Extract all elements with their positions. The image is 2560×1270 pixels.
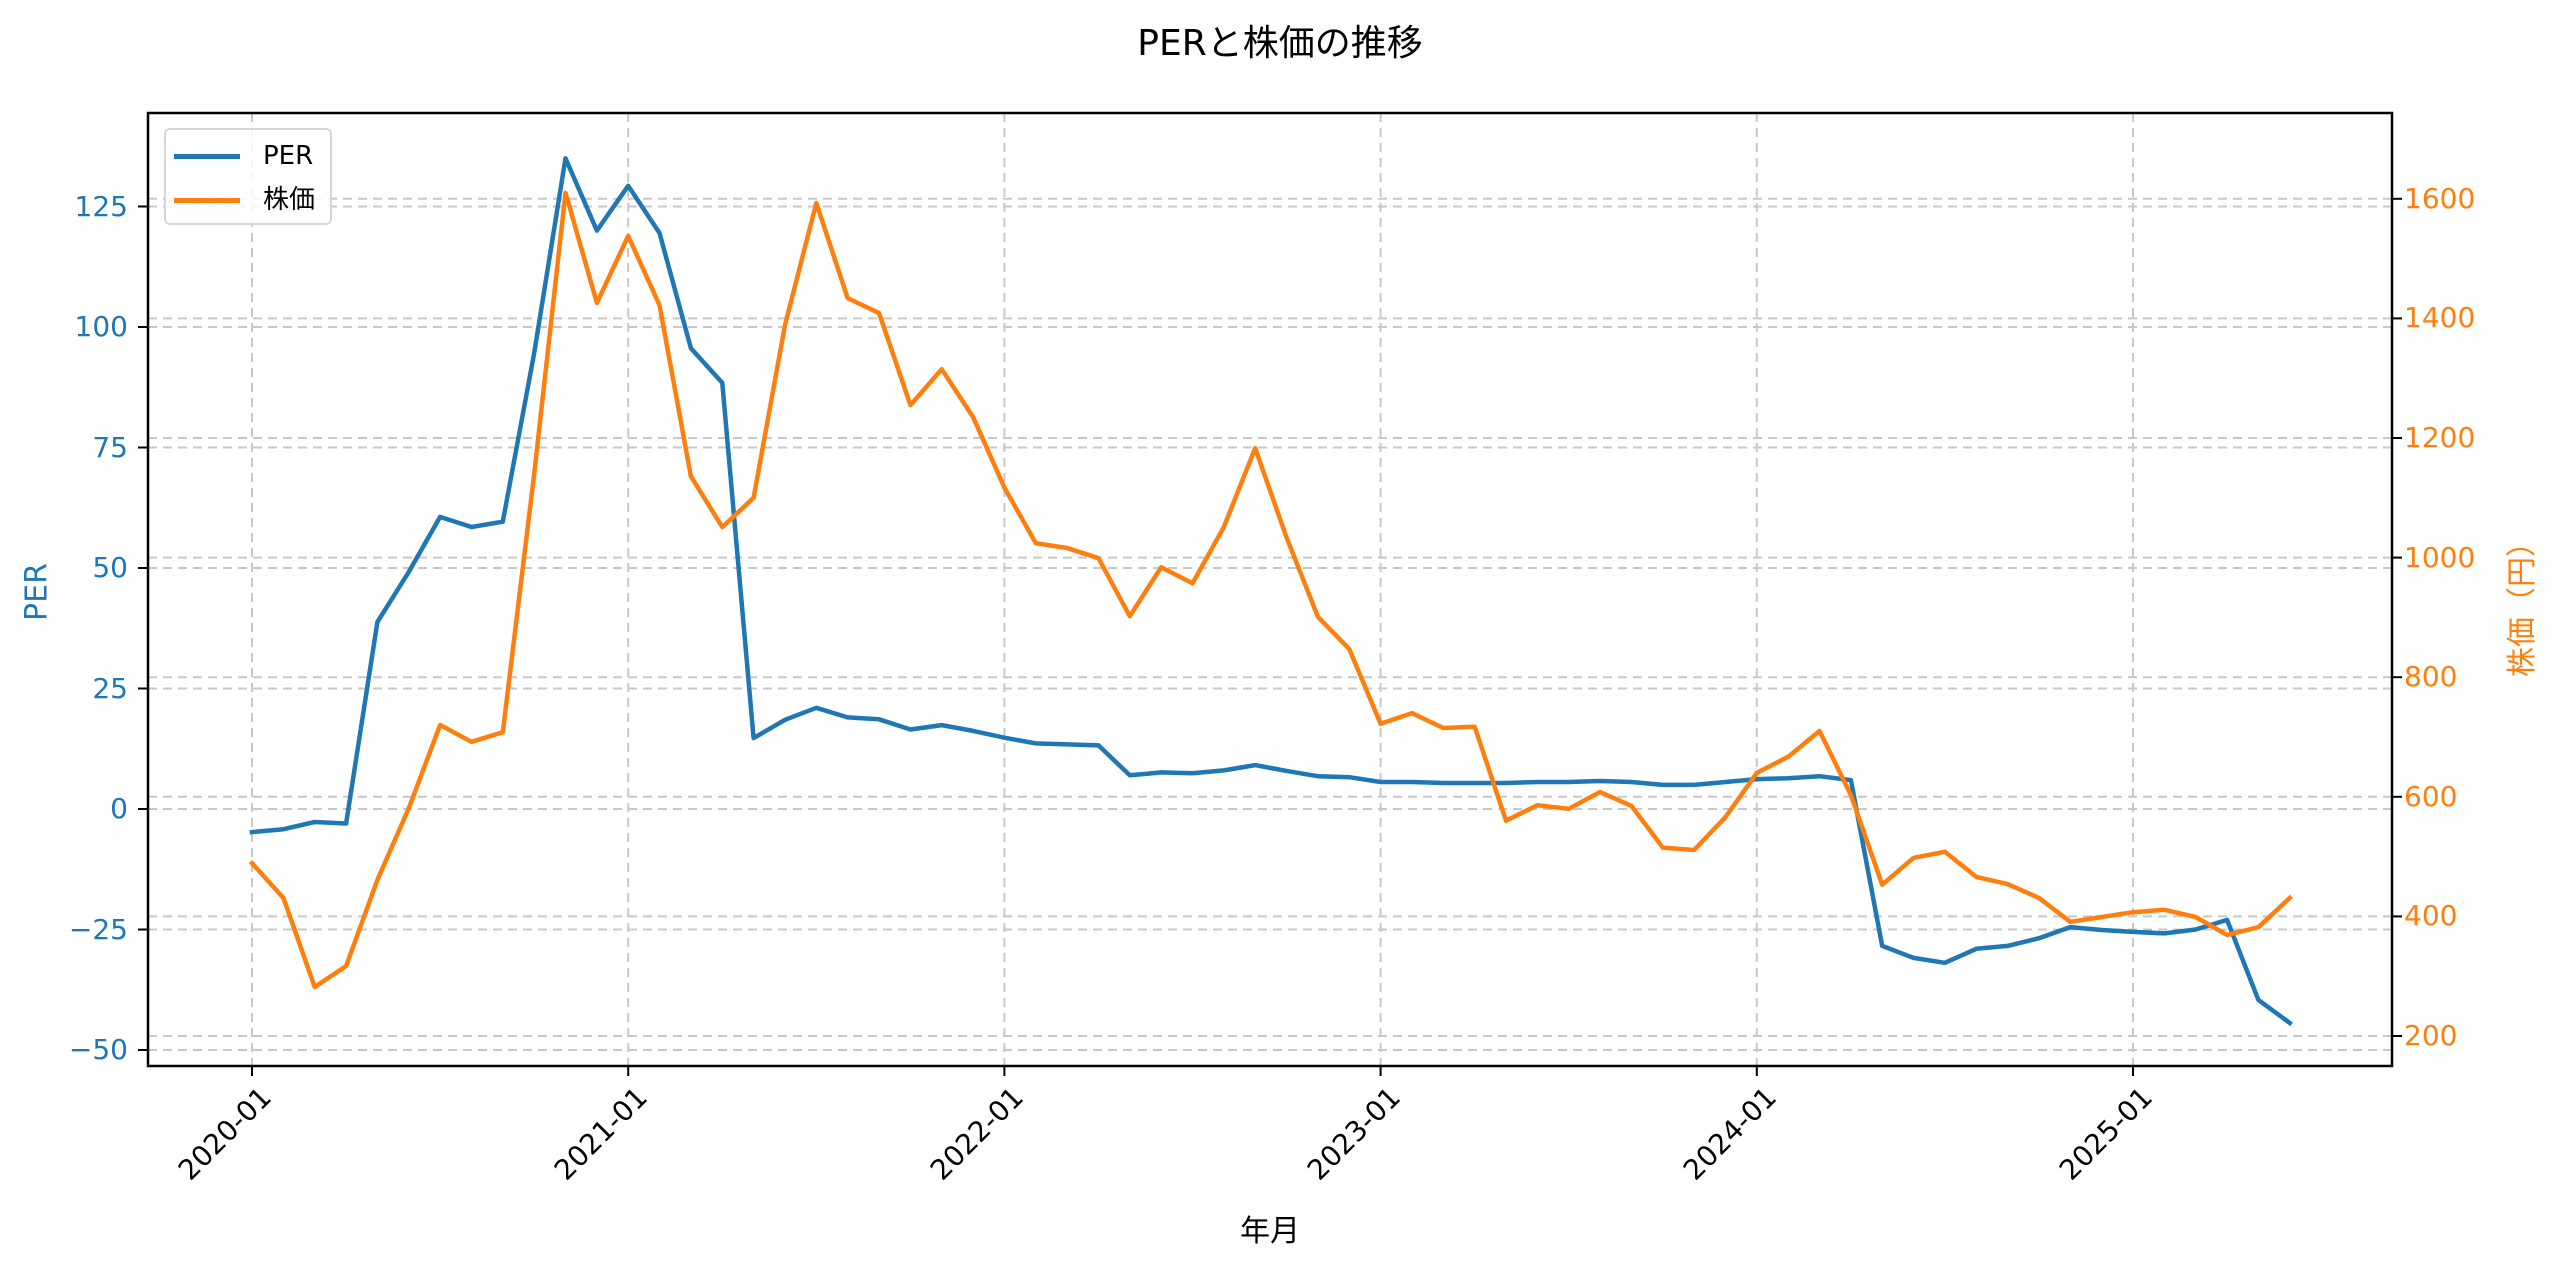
series-line-price [248, 190, 2293, 990]
legend-item-per: PER [166, 136, 330, 176]
y-tick-label-right: 400 [2404, 899, 2458, 933]
y-tick-label-left: 0 [110, 792, 128, 825]
data-series [248, 156, 2293, 1027]
y-tick-label-right: 1400 [2404, 301, 2476, 335]
y-tick-label-left: 50 [92, 551, 128, 584]
y-tick-label-right: 1600 [2404, 181, 2476, 215]
y-tick-label-left: −25 [68, 912, 128, 946]
y-tick-label-left: 25 [92, 671, 128, 705]
y-axis-label-right: 株価（円） [2505, 527, 2540, 677]
y-tick-label-left: 75 [92, 430, 128, 464]
legend-line-price-icon [174, 198, 240, 203]
chart-title: PERと株価の推移 [1137, 23, 1423, 64]
gridlines [148, 113, 2392, 1066]
y-tick-label-right: 1000 [2404, 540, 2476, 574]
legend-line-per-icon [174, 154, 240, 159]
y-tick-label-left: 100 [74, 310, 128, 343]
legend-label-per: PER [263, 141, 314, 171]
legend: PER 株価 [164, 128, 332, 225]
legend-label-price: 株価 [263, 185, 316, 215]
y-tick-label-right: 800 [2404, 660, 2458, 694]
y-tick-label-left: −50 [68, 1033, 128, 1066]
plot-frame [146, 111, 2394, 1068]
series-line-per [249, 156, 2293, 1027]
y-tick-label-right: 200 [2404, 1019, 2458, 1052]
x-axis-label: 年月 [1240, 1214, 1300, 1249]
tick-marks [138, 197, 2402, 1076]
y-tick-label-left: 125 [74, 189, 128, 223]
y-tick-label-right: 1200 [2404, 421, 2476, 454]
legend-item-price: 株価 [166, 180, 330, 220]
y-tick-label-right: 600 [2404, 779, 2458, 813]
